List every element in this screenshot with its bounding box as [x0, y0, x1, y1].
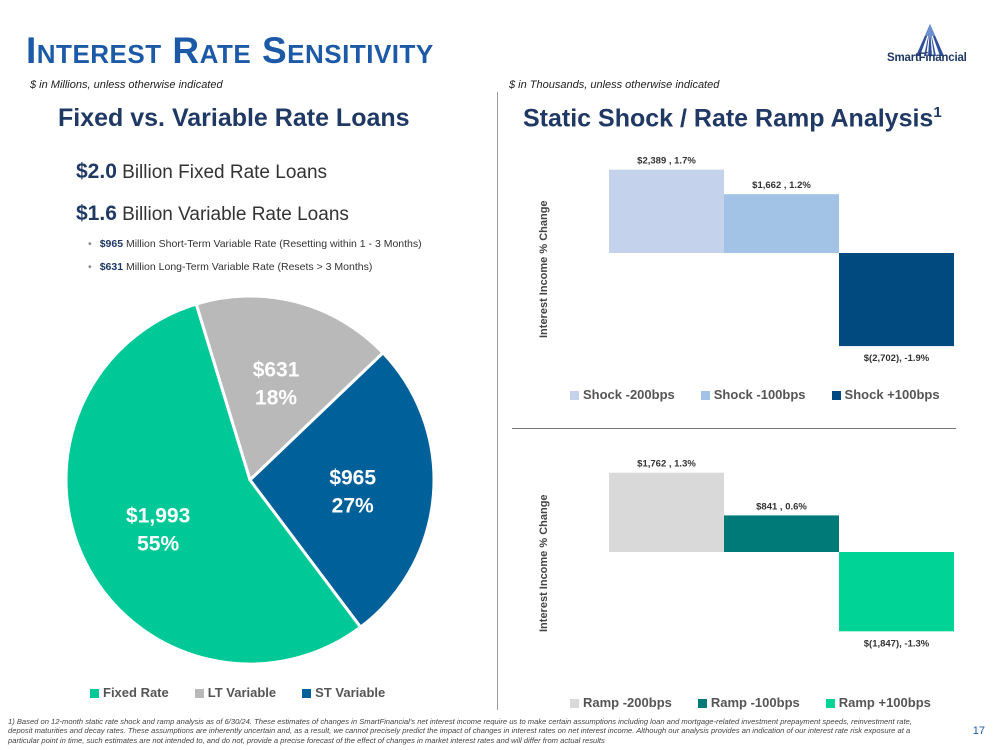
- variable-loans-amount: $1.6: [76, 202, 117, 225]
- legend-label: Ramp +100bps: [838, 695, 931, 710]
- legend-label: Shock +100bps: [844, 387, 940, 402]
- bar-shock-100bps: [724, 194, 839, 253]
- bullet-dot: •: [88, 261, 92, 273]
- shock-y-axis-label: Interest Income % Change: [538, 200, 550, 338]
- bar-ramp-200bps: [609, 472, 724, 552]
- logo-mark-icon: [916, 24, 944, 56]
- legend-swatch: [825, 699, 835, 709]
- pie-percent-label: 27%: [332, 494, 374, 517]
- pie-slice-fixed-rate: [64, 302, 363, 666]
- legend-label: Ramp -200bps: [583, 695, 672, 710]
- company-logo: SmartFinancial: [885, 22, 975, 67]
- fixed-loans-line: $2.0 Billion Fixed Rate Loans: [76, 160, 327, 184]
- pie-percent-label: 18%: [255, 386, 297, 409]
- pie-slice-st-variable: [248, 350, 436, 630]
- legend-item-st-variable: ST Variable: [302, 685, 385, 700]
- legend-item-ramp-minus-200: Ramp -200bps: [570, 695, 672, 710]
- legend-label: Shock -200bps: [583, 387, 675, 402]
- legend-item-shock-plus-100: Shock +100bps: [831, 387, 940, 402]
- bullet-amount: $965: [99, 238, 124, 250]
- footnote: 1) Based on 12-month static rate shock a…: [8, 717, 912, 745]
- legend-swatch: [570, 391, 579, 401]
- legend-swatch: [570, 699, 579, 709]
- legend-swatch: [90, 689, 99, 699]
- legend-item-ramp-minus-100: Ramp -100bps: [697, 695, 800, 710]
- legend-swatch: [697, 699, 707, 709]
- legend-swatch: [302, 689, 312, 699]
- pie-legend: Fixed Rate LT Variable ST Variable: [90, 685, 385, 700]
- right-heading-text: Static Shock / Rate Ramp Analysis: [523, 104, 934, 133]
- ramp-legend: Ramp -200bps Ramp -100bps Ramp +100bps: [570, 695, 931, 710]
- legend-item-fixed-rate: Fixed Rate: [90, 685, 169, 700]
- ramp-bar-chart: $1,762 , 1.3% $841 , 0.6% $(1,847), -1.3%: [609, 459, 954, 649]
- fixed-loans-amount: $2.0: [76, 160, 117, 183]
- shock-bar-chart: $2,389 , 1.7% $1,662 , 1.2% $(2,702), -1.9…: [609, 156, 954, 364]
- right-section-heading: Static Shock / Rate Ramp Analysis1: [523, 104, 942, 133]
- bar-data-label: $1,762 , 1.3%: [637, 459, 696, 470]
- bar-data-label: $(1,847), -1.3%: [864, 638, 930, 649]
- bar-shock-100bps: [839, 253, 954, 347]
- pie-slice-lt-variable: [194, 294, 386, 483]
- ramp-y-axis-label: Interest Income % Change: [538, 494, 550, 632]
- bar-ramp-100bps: [724, 515, 839, 552]
- legend-label: LT Variable: [207, 685, 277, 700]
- legend-label: ST Variable: [315, 685, 386, 700]
- variable-loans-text: Billion Variable Rate Loans: [122, 204, 349, 225]
- bar-data-label: $1,662 , 1.2%: [752, 180, 811, 191]
- page-number: 17: [972, 725, 985, 737]
- legend-swatch: [700, 391, 710, 401]
- pie-value-label: $965: [329, 466, 376, 489]
- bar-data-label: $(2,702), -1.9%: [864, 353, 930, 364]
- legend-item-ramp-plus-100: Ramp +100bps: [825, 695, 931, 710]
- bullet-short-term: • $965 Million Short-Term Variable Rate (…: [88, 238, 422, 250]
- shock-legend: Shock -200bps Shock -100bps Shock +100bp…: [570, 387, 940, 402]
- pie-percent-label: 55%: [137, 533, 179, 556]
- left-section-heading: Fixed vs. Variable Rate Loans: [58, 104, 410, 132]
- horizontal-divider: [512, 428, 956, 429]
- legend-label: Ramp -100bps: [710, 695, 800, 710]
- bullet-text: Million Long-Term Variable Rate (Resets …: [125, 261, 373, 273]
- variable-loans-line: $1.6 Billion Variable Rate Loans: [76, 202, 349, 226]
- bar-ramp-100bps: [839, 552, 954, 632]
- legend-label: Shock -100bps: [713, 387, 806, 402]
- bullet-amount: $631: [99, 261, 124, 273]
- bullet-long-term: • $631 Million Long-Term Variable Rate (R…: [88, 261, 372, 273]
- legend-swatch: [831, 391, 841, 401]
- legend-swatch: [194, 689, 204, 699]
- pie-chart: $631 18% $965 27% $1,993 55%: [64, 294, 436, 666]
- bar-shock-200bps: [609, 169, 724, 253]
- logo-text: SmartFinancial: [887, 52, 967, 64]
- legend-label: Fixed Rate: [103, 685, 169, 700]
- fixed-loans-text: Billion Fixed Rate Loans: [122, 162, 328, 183]
- legend-item-shock-minus-200: Shock -200bps: [570, 387, 675, 402]
- right-heading-footnote-ref: 1: [933, 104, 942, 121]
- pie-value-label: $1,993: [126, 505, 190, 528]
- bar-data-label: $2,389 , 1.7%: [637, 156, 696, 167]
- vertical-divider: [497, 92, 498, 710]
- bar-data-label: $841 , 0.6%: [756, 501, 807, 512]
- pie-value-label: $631: [253, 358, 300, 381]
- right-units-note: $ in Thousands, unless otherwise indicat…: [509, 79, 720, 91]
- legend-item-shock-minus-100: Shock -100bps: [700, 387, 806, 402]
- left-units-note: $ in Millions, unless otherwise indicate…: [30, 79, 223, 91]
- bullet-text: Million Short-Term Variable Rate (Resett…: [125, 238, 422, 250]
- page-title: Interest Rate Sensitivity: [26, 30, 434, 71]
- bullet-dot: •: [88, 238, 92, 250]
- legend-item-lt-variable: LT Variable: [194, 685, 277, 700]
